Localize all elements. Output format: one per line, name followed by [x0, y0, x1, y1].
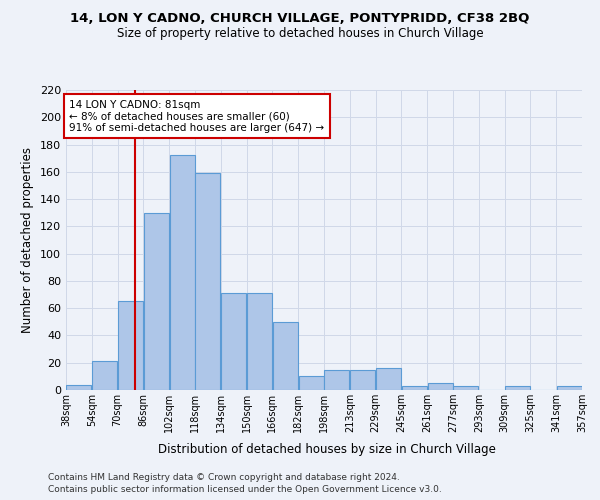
Text: Contains HM Land Registry data © Crown copyright and database right 2024.: Contains HM Land Registry data © Crown c… — [48, 472, 400, 482]
Bar — [92, 362, 117, 390]
Text: Distribution of detached houses by size in Church Village: Distribution of detached houses by size … — [158, 442, 496, 456]
Bar — [170, 156, 194, 390]
Bar — [221, 293, 246, 390]
Bar — [350, 370, 375, 390]
Text: Size of property relative to detached houses in Church Village: Size of property relative to detached ho… — [116, 28, 484, 40]
Text: 14, LON Y CADNO, CHURCH VILLAGE, PONTYPRIDD, CF38 2BQ: 14, LON Y CADNO, CHURCH VILLAGE, PONTYPR… — [70, 12, 530, 26]
Bar — [402, 386, 427, 390]
Bar — [454, 386, 478, 390]
Bar — [247, 293, 272, 390]
Bar — [557, 386, 581, 390]
Bar — [505, 386, 530, 390]
Bar — [428, 383, 452, 390]
Bar — [118, 302, 143, 390]
Bar — [67, 384, 91, 390]
Bar — [144, 212, 169, 390]
Text: Contains public sector information licensed under the Open Government Licence v3: Contains public sector information licen… — [48, 485, 442, 494]
Bar — [196, 173, 220, 390]
Bar — [325, 370, 349, 390]
Bar — [273, 322, 298, 390]
Y-axis label: Number of detached properties: Number of detached properties — [22, 147, 34, 333]
Text: 14 LON Y CADNO: 81sqm
← 8% of detached houses are smaller (60)
91% of semi-detac: 14 LON Y CADNO: 81sqm ← 8% of detached h… — [69, 100, 325, 132]
Bar — [376, 368, 401, 390]
Bar — [299, 376, 323, 390]
